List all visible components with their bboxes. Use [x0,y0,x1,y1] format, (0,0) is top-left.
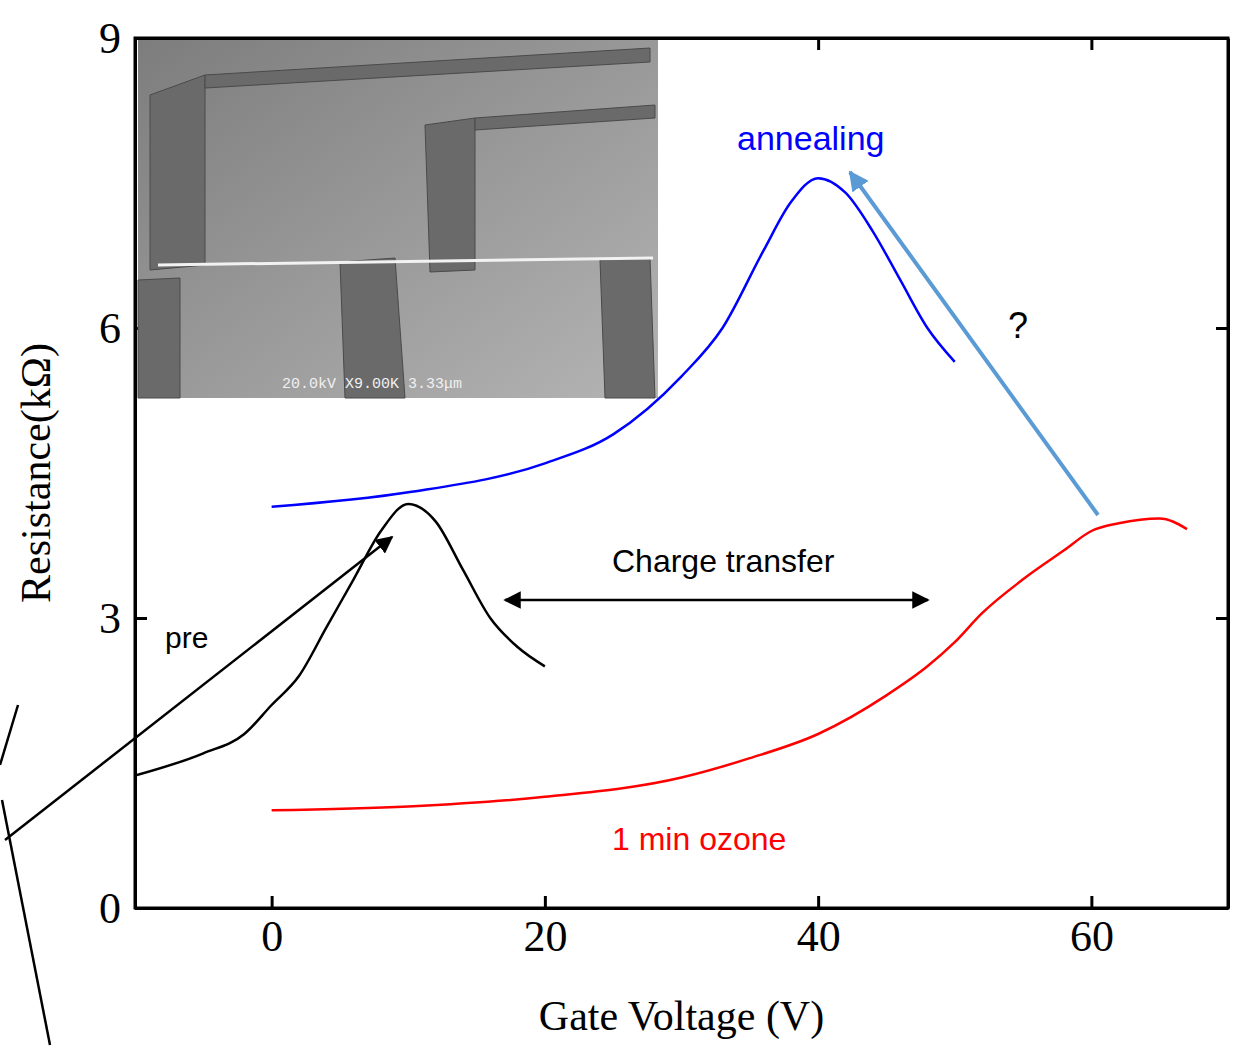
tick-mark [135,907,147,910]
tick [1216,618,1228,619]
series-label: annealing [737,119,884,157]
tick: 40 [797,896,841,961]
inset-electrode [205,48,650,88]
inset-electrode [600,258,655,398]
tick-label: 0 [99,884,121,933]
tick [1216,908,1228,909]
inset-electrode [138,278,180,398]
series-label: pre [165,621,208,654]
series-line [135,504,545,776]
tick-mark [1216,327,1228,330]
tick-mark [1090,38,1093,50]
anneal-arrow [850,172,1098,515]
tick-mark [1216,617,1228,620]
inset-electrode [475,105,655,130]
y-axis-line [134,39,137,909]
tick-mark [135,617,147,620]
inset-image: 20.0kV X9.00K 3.33μm [138,40,658,398]
chart: 0 20 40 60 0 3 6 9 Gate Voltage (V) Resistance(kΩ… [0,0,1237,1062]
tick: 60 [1070,896,1114,961]
series-line [272,518,1187,810]
tick-label: 3 [99,594,121,643]
x-axis-top-line [136,37,1229,40]
tick [1091,38,1092,50]
tick: 0 [99,884,147,933]
tick-mark [1090,896,1093,908]
tick-mark [817,896,820,908]
pointer-line [0,705,18,765]
y-axis-title: Resistance(kΩ) [13,343,60,603]
inset-nanowire [158,258,653,265]
tick [818,38,819,50]
tick-mark [135,37,147,40]
inset-electrode [425,118,475,272]
tick-mark [271,896,274,908]
tick-label: 40 [797,912,841,961]
y-axis-right [1216,39,1229,909]
annotation: ? [1008,305,1028,346]
tick: 0 [261,896,283,961]
plot-frame [135,38,1228,908]
tick [1216,38,1228,39]
annotation: Charge transfer [612,543,835,579]
x-axis-line [136,907,1229,910]
x-axis: 0 20 40 60 [136,896,1229,961]
tick: 20 [523,896,567,961]
tick-mark [544,896,547,908]
tick [1216,328,1228,329]
pointer-arrow [5,537,392,840]
inset-caption: 20.0kV X9.00K 3.33μm [282,376,462,393]
tick-label: 60 [1070,912,1114,961]
tick-label: 9 [99,14,121,63]
tick-label: 20 [523,912,567,961]
double-arrow [505,599,928,602]
tick-mark [817,38,820,50]
tick-mark [1216,907,1228,910]
tick: 3 [99,594,147,643]
tick-label: 0 [261,912,283,961]
series-label: 1 min ozone [612,821,786,857]
tick-mark [1216,37,1228,40]
y-axis-right-line [1227,39,1230,909]
arrows [0,172,1098,1045]
tick-label: 6 [99,304,121,353]
inset-background [138,40,658,398]
inset-electrode [150,75,205,270]
x-axis-title: Gate Voltage (V) [539,993,824,1040]
